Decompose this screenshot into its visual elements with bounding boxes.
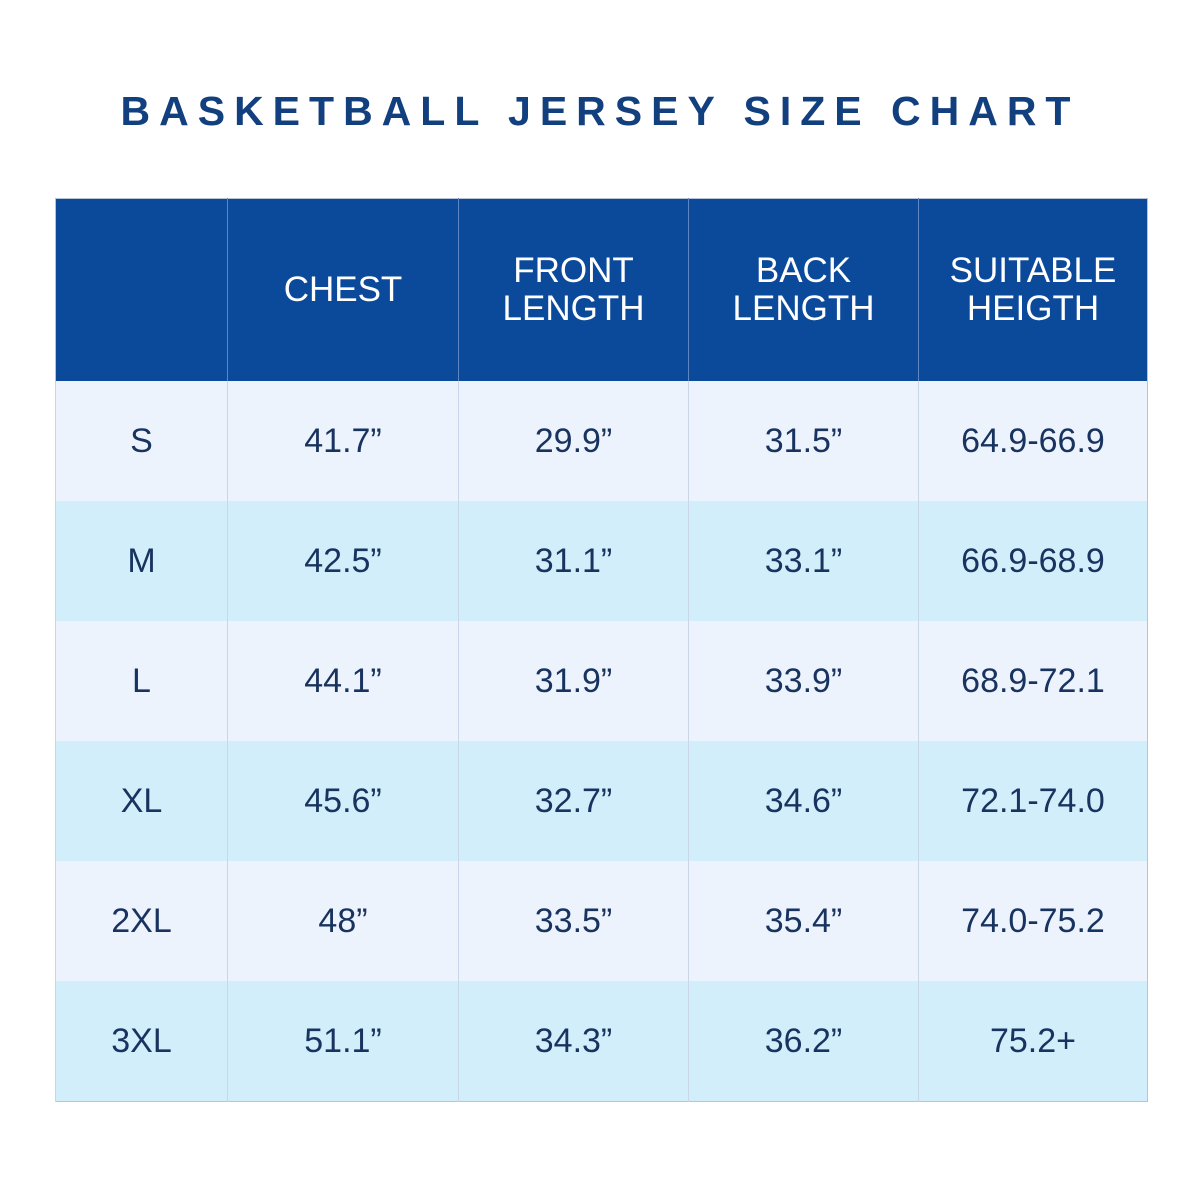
table-row: XL 45.6” 32.7” 34.6” 72.1-74.0 xyxy=(55,741,1148,861)
size-cell: M xyxy=(55,501,228,621)
value-cell: 42.5” xyxy=(227,501,459,621)
value-cell: 66.9-68.9 xyxy=(918,501,1148,621)
header-cell: SUITABLE HEIGTH xyxy=(918,198,1148,381)
value-cell: 64.9-66.9 xyxy=(918,381,1148,501)
value-cell: 48” xyxy=(227,861,459,981)
size-cell: S xyxy=(55,381,228,501)
table-body: S 41.7” 29.9” 31.5” 64.9-66.9 M 42.5” 31.1” 33.1… xyxy=(55,381,1148,1102)
header-cell: CHEST xyxy=(227,198,459,381)
table-row: L 44.1” 31.9” 33.9” 68.9-72.1 xyxy=(55,621,1148,741)
value-cell: 44.1” xyxy=(227,621,459,741)
header-cell: FRONT LENGTH xyxy=(458,198,689,381)
value-cell: 36.2” xyxy=(688,981,919,1102)
header-text: CHEST xyxy=(283,270,403,309)
table-row: 3XL 51.1” 34.3” 36.2” 75.2+ xyxy=(55,981,1148,1102)
table-row: 2XL 48” 33.5” 35.4” 74.0-75.2 xyxy=(55,861,1148,981)
value-cell: 33.5” xyxy=(458,861,689,981)
value-cell: 41.7” xyxy=(227,381,459,501)
value-cell: 75.2+ xyxy=(918,981,1148,1102)
value-cell: 31.5” xyxy=(688,381,919,501)
size-cell: XL xyxy=(55,741,228,861)
value-cell: 72.1-74.0 xyxy=(918,741,1148,861)
value-cell: 33.9” xyxy=(688,621,919,741)
value-cell: 68.9-72.1 xyxy=(918,621,1148,741)
value-cell: 35.4” xyxy=(688,861,919,981)
value-cell: 34.6” xyxy=(688,741,919,861)
value-cell: 51.1” xyxy=(227,981,459,1102)
value-cell: 34.3” xyxy=(458,981,689,1102)
size-cell: 2XL xyxy=(55,861,228,981)
header-row: CHEST FRONT LENGTH BACK LENGTH SUITABLE HEI… xyxy=(55,198,1148,381)
value-cell: 29.9” xyxy=(458,381,689,501)
chart-title: BASKETBALL JERSEY SIZE CHART xyxy=(120,88,1080,134)
size-cell: L xyxy=(55,621,228,741)
header-text: FRONT LENGTH xyxy=(502,251,645,328)
size-cell: 3XL xyxy=(55,981,228,1102)
value-cell: 31.1” xyxy=(458,501,689,621)
size-table: CHEST FRONT LENGTH BACK LENGTH SUITABLE HEI… xyxy=(55,198,1148,1102)
header-text: SUITABLE HEIGTH xyxy=(949,251,1117,328)
value-cell: 74.0-75.2 xyxy=(918,861,1148,981)
value-cell: 33.1” xyxy=(688,501,919,621)
value-cell: 32.7” xyxy=(458,741,689,861)
value-cell: 45.6” xyxy=(227,741,459,861)
table-row: S 41.7” 29.9” 31.5” 64.9-66.9 xyxy=(55,381,1148,501)
header-text: BACK LENGTH xyxy=(732,251,875,328)
value-cell: 31.9” xyxy=(458,621,689,741)
table-row: M 42.5” 31.1” 33.1” 66.9-68.9 xyxy=(55,501,1148,621)
header-cell xyxy=(55,198,228,381)
header-cell: BACK LENGTH xyxy=(688,198,919,381)
